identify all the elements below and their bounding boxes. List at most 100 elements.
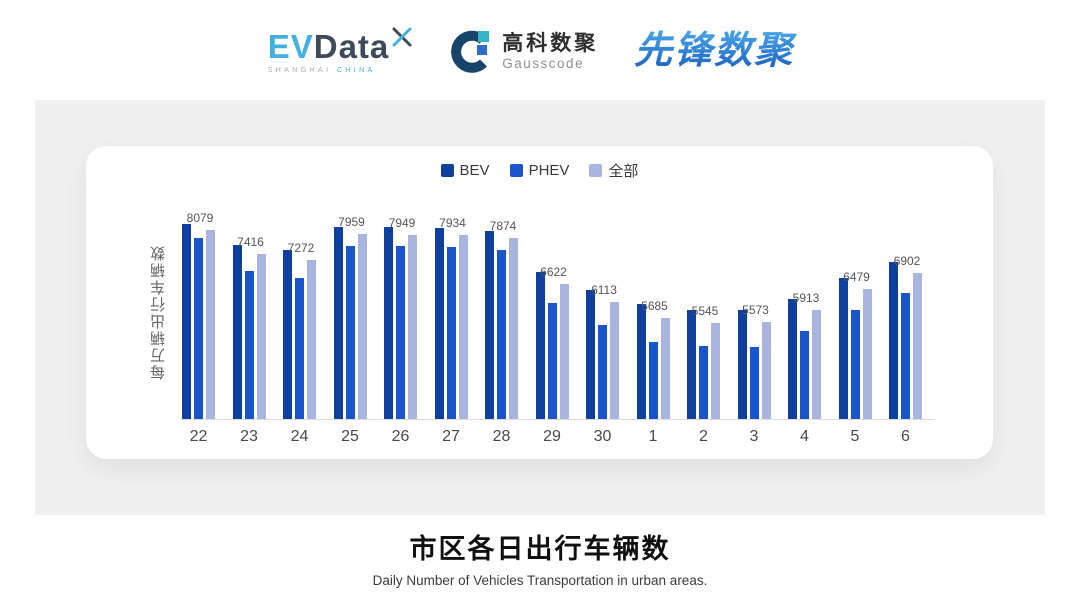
x-tick-label: 30 — [593, 428, 612, 445]
bar-phev-4 — [800, 331, 809, 419]
x-tick-label: 24 — [290, 428, 309, 445]
x-axis-line — [180, 419, 934, 420]
bars — [889, 262, 922, 419]
bar-bev-28 — [485, 231, 494, 419]
bars — [485, 231, 518, 419]
x-tick-label: 28 — [492, 428, 511, 445]
xianfeng-text: 先锋数聚 — [634, 30, 797, 72]
bar-phev-24 — [295, 278, 304, 419]
bar-全部-6 — [913, 273, 922, 419]
caption: 市区各日出行车辆数 Daily Number of Vehicles Trans… — [0, 527, 1080, 588]
evdata-sparkle-icon — [392, 27, 412, 47]
x-tick-label: 2 — [699, 428, 708, 445]
value-label: 5545 — [691, 304, 719, 318]
bar-全部-5 — [862, 289, 872, 419]
value-label: 6113 — [591, 283, 617, 297]
y-axis-title: 每万辆出行车辆数 — [150, 244, 167, 380]
x-tick-label: 22 — [189, 428, 208, 445]
legend-swatch-icon — [589, 164, 603, 177]
value-label: 7959 — [338, 215, 365, 229]
legend-label: BEV — [459, 162, 490, 179]
value-label: 5573 — [742, 303, 769, 317]
bar-group-29: 6622 29 — [535, 182, 569, 445]
evdata-tagline: SHANGHAI CHINA — [268, 67, 414, 74]
chart-legend: BEV PHEV 全部 — [86, 160, 993, 181]
bar-phev-25 — [345, 246, 355, 419]
evdata-wordmark: EV Data — [268, 27, 414, 65]
bars — [838, 278, 872, 419]
bars — [535, 272, 569, 419]
bar-group-6: 6902 6 — [889, 182, 922, 445]
bar-全部-27 — [458, 235, 468, 419]
xianfeng-wordmark: 先锋数聚 — [634, 30, 797, 72]
value-label: 7416 — [237, 235, 264, 249]
bar-全部-23 — [256, 254, 266, 419]
bar-phev-23 — [244, 271, 254, 419]
x-tick-label: 23 — [240, 428, 258, 445]
bar-group-27: 7934 27 — [434, 182, 468, 445]
bar-bev-6 — [889, 262, 898, 419]
bars — [283, 250, 316, 419]
value-label: 5913 — [792, 291, 820, 305]
x-tick-label: 27 — [442, 428, 460, 445]
bar-group-24: 7272 24 — [283, 182, 316, 445]
value-label: 7874 — [489, 219, 517, 233]
bar-bev-22 — [182, 224, 191, 419]
bar-phev-30 — [598, 325, 607, 419]
bar-bev-4 — [788, 299, 797, 419]
legend-label: PHEV — [528, 162, 570, 179]
bar-bev-26 — [384, 227, 393, 419]
bar-全部-30 — [610, 302, 619, 419]
evdata-tagline-left: SHANGHAI — [267, 67, 332, 74]
bars — [586, 290, 619, 419]
bar-phev-29 — [547, 303, 557, 419]
x-tick-label: 4 — [800, 428, 809, 445]
legend-label: 全部 — [608, 163, 639, 180]
value-label: 7272 — [287, 241, 315, 255]
bar-phev-3 — [749, 347, 759, 419]
bar-group-25: 7959 25 — [333, 182, 367, 445]
x-tick-label: 5 — [850, 428, 860, 445]
value-label: 7949 — [388, 216, 416, 230]
bars — [788, 299, 821, 419]
bar-bev-5 — [838, 278, 848, 419]
legend-item-全部[interactable]: 全部 — [589, 160, 638, 181]
bar-phev-28 — [497, 250, 506, 419]
bar-全部-1 — [660, 318, 670, 419]
bars — [737, 310, 771, 419]
gausscode-name-cn: 高科数聚 — [502, 32, 599, 56]
evdata-tagline-right: CHINA — [336, 67, 376, 74]
chart-subtitle: Daily Number of Vehicles Transportation … — [372, 573, 708, 588]
x-tick-label: 29 — [543, 428, 561, 445]
bar-bev-3 — [737, 310, 747, 419]
bar-phev-2 — [699, 346, 708, 419]
bar-全部-28 — [509, 238, 518, 419]
logo-gausscode: 高科数聚 Gausscode — [447, 29, 598, 75]
legend-item-phev[interactable]: PHEV — [509, 162, 570, 179]
bar-全部-25 — [357, 234, 367, 419]
legend-swatch-icon — [509, 164, 523, 177]
evdata-data-text: Data — [313, 28, 390, 65]
bar-全部-24 — [307, 260, 316, 419]
bars — [636, 304, 670, 419]
bar-phev-22 — [194, 238, 203, 419]
legend-item-bev[interactable]: BEV — [440, 162, 490, 179]
bar-全部-29 — [559, 284, 569, 419]
chart-panel: BEV PHEV 全部 每万辆出行车辆数 8079 22 7416 23 7272 24 795… — [35, 100, 1045, 515]
bar-全部-3 — [761, 322, 771, 419]
chart-card: BEV PHEV 全部 每万辆出行车辆数 8079 22 7416 23 7272 24 795… — [86, 146, 993, 459]
legend-swatch-icon — [440, 164, 454, 177]
bar-bev-1 — [636, 304, 646, 419]
x-tick-label: 6 — [901, 428, 910, 445]
bar-group-22: 8079 22 — [182, 182, 215, 445]
x-tick-label: 26 — [391, 428, 410, 445]
bars — [687, 310, 720, 419]
logo-xianfeng: 先锋数聚 — [632, 25, 812, 80]
plot-area: 8079 22 7416 23 7272 24 7959 25 7949 26 7934 27 7874… — [182, 182, 927, 445]
value-label: 6902 — [893, 254, 921, 268]
gausscode-name-en: Gausscode — [502, 56, 585, 72]
gausscode-text: 高科数聚 Gausscode — [502, 32, 598, 72]
x-tick-label: 25 — [341, 428, 359, 445]
bar-phev-26 — [396, 246, 405, 419]
